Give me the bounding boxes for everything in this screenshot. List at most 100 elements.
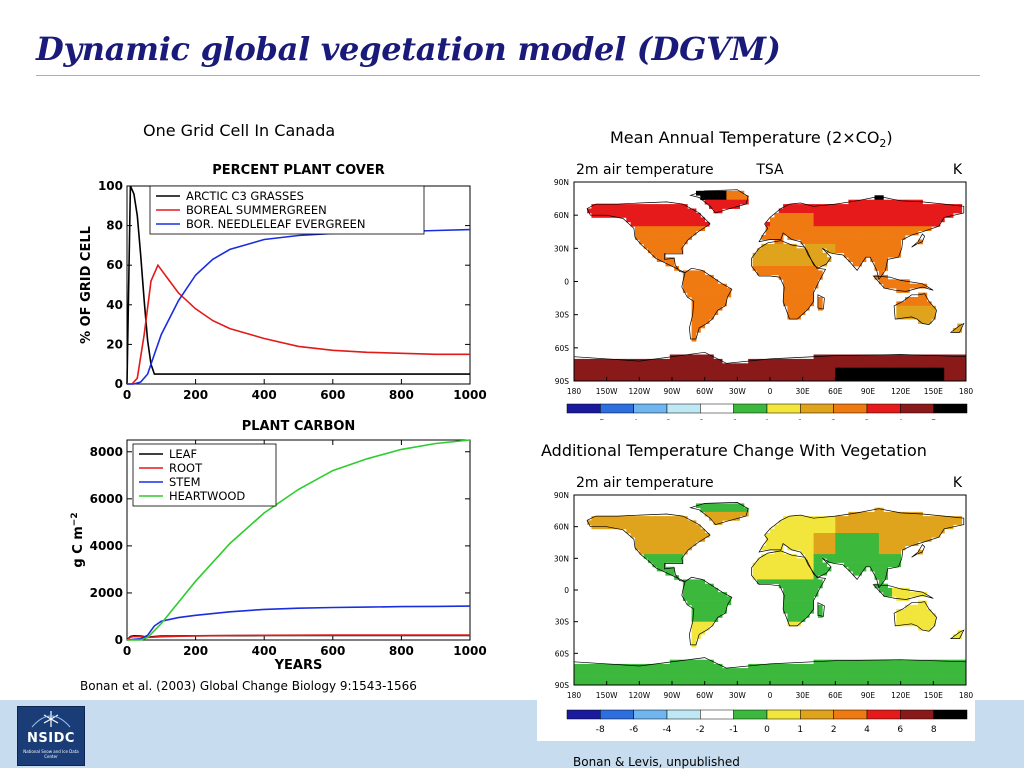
map-cell bbox=[896, 363, 902, 369]
map-cell bbox=[826, 221, 832, 227]
map-cell bbox=[887, 587, 893, 593]
map-cell bbox=[656, 680, 662, 686]
map-cell bbox=[900, 659, 906, 665]
map-cell bbox=[887, 243, 893, 249]
map-cell bbox=[870, 533, 875, 538]
map-cell bbox=[826, 363, 832, 369]
map-cell bbox=[682, 545, 688, 551]
map-cell bbox=[643, 668, 649, 673]
map-cell bbox=[778, 358, 784, 364]
map-cell bbox=[696, 621, 701, 627]
map-cell bbox=[739, 199, 745, 205]
map-cell bbox=[844, 252, 849, 258]
map-cell bbox=[878, 541, 884, 546]
map-cell bbox=[918, 549, 923, 555]
map-cell bbox=[678, 545, 684, 551]
map-cell bbox=[813, 592, 819, 597]
map-cell bbox=[957, 659, 963, 665]
x-tick-label: 400 bbox=[252, 388, 277, 402]
map-cell bbox=[661, 204, 666, 209]
map-cell bbox=[887, 520, 893, 525]
map-cell bbox=[717, 613, 723, 618]
map-cell bbox=[761, 243, 767, 249]
map-cell bbox=[848, 554, 854, 559]
map-cell bbox=[730, 190, 736, 196]
map-cell bbox=[909, 617, 915, 622]
map-cell bbox=[913, 520, 919, 525]
map-cell bbox=[848, 520, 854, 525]
map-cell bbox=[813, 274, 819, 280]
colorbar-label: 3 bbox=[864, 419, 870, 420]
map-cell bbox=[870, 217, 875, 223]
map-cell bbox=[804, 266, 810, 271]
map-cell bbox=[905, 537, 910, 542]
coastline bbox=[893, 293, 937, 325]
map-cell bbox=[700, 659, 706, 665]
map-cell bbox=[817, 208, 823, 214]
map-cell bbox=[648, 221, 653, 227]
map-cell bbox=[665, 358, 671, 364]
map-cell bbox=[852, 668, 858, 673]
map-cell bbox=[831, 230, 836, 236]
map-cell bbox=[648, 528, 653, 534]
map-cell bbox=[582, 672, 588, 677]
map-cell bbox=[861, 363, 867, 369]
map-cell bbox=[887, 545, 893, 551]
map-cell bbox=[892, 363, 897, 369]
map-cell bbox=[682, 230, 688, 236]
map-cell bbox=[783, 257, 788, 262]
map-cell bbox=[817, 516, 823, 521]
map-cell bbox=[796, 617, 801, 622]
map-cell bbox=[870, 672, 875, 677]
map-cell bbox=[883, 659, 888, 665]
map-cell bbox=[700, 621, 706, 627]
map-cell bbox=[787, 516, 793, 521]
map-cell bbox=[783, 248, 788, 254]
map-cell bbox=[661, 672, 666, 677]
map-cell bbox=[665, 208, 671, 214]
map-cell bbox=[787, 221, 793, 227]
map-cell bbox=[621, 363, 627, 369]
map-cell bbox=[835, 516, 841, 521]
map-cell bbox=[696, 596, 701, 601]
map-cell bbox=[874, 226, 880, 231]
map-cell bbox=[865, 672, 871, 677]
map-cell bbox=[765, 579, 771, 584]
map-cell bbox=[791, 541, 797, 546]
map-cell bbox=[578, 680, 584, 686]
map-cell bbox=[696, 676, 701, 682]
map-cell bbox=[909, 613, 915, 618]
map-cell bbox=[635, 376, 640, 382]
map-cell bbox=[722, 301, 727, 307]
map-cell bbox=[591, 363, 597, 369]
map-cell bbox=[652, 243, 658, 249]
map-cell bbox=[809, 279, 814, 285]
map-cell bbox=[848, 549, 854, 555]
map-cell bbox=[935, 676, 941, 682]
map-cell bbox=[878, 668, 884, 673]
map-cell bbox=[839, 668, 845, 673]
map-cell bbox=[865, 554, 871, 559]
map-cell bbox=[809, 558, 814, 563]
map-cell bbox=[678, 558, 684, 563]
map-cell bbox=[804, 596, 810, 601]
map-cell bbox=[878, 376, 884, 382]
map-cell bbox=[809, 248, 814, 254]
map-cell bbox=[878, 367, 884, 373]
map-cell bbox=[674, 213, 679, 218]
map-cell bbox=[770, 248, 775, 254]
map-cell bbox=[791, 367, 797, 373]
nsidc-logo[interactable]: NSIDC National Snow and Ice Data Center bbox=[17, 706, 85, 766]
map-cell bbox=[852, 672, 858, 677]
slide-title: Dynamic global vegetation model (DGVM) bbox=[36, 30, 781, 68]
map-cell bbox=[582, 367, 588, 373]
series-line bbox=[127, 439, 471, 641]
map-cell bbox=[861, 516, 867, 521]
colorbar-label: -2 bbox=[696, 419, 705, 420]
map-cell bbox=[696, 680, 701, 686]
map-cell bbox=[878, 226, 884, 231]
map-cell bbox=[730, 195, 736, 201]
map-cell bbox=[635, 668, 640, 673]
map-cell bbox=[839, 549, 845, 555]
map-cell bbox=[944, 204, 949, 209]
